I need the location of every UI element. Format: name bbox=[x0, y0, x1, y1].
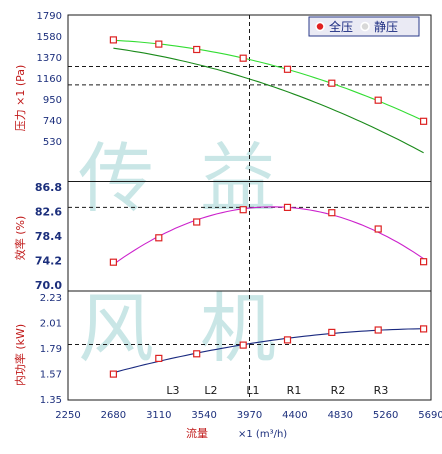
y-tick-label-power: 1.57 bbox=[40, 370, 62, 381]
x-tick-label: 5690 bbox=[418, 410, 442, 421]
data-point-efficiency bbox=[239, 206, 247, 214]
data-point-power bbox=[239, 341, 247, 349]
y-tick-label-power: 2.23 bbox=[40, 293, 62, 304]
data-point-power bbox=[374, 326, 382, 334]
y-tick-label-power: 1.35 bbox=[40, 395, 62, 406]
data-point-pressure bbox=[193, 45, 201, 54]
x-tick-label: 2680 bbox=[101, 410, 126, 421]
data-point-pressure bbox=[155, 40, 163, 48]
radio-selected-icon[interactable] bbox=[315, 21, 325, 32]
x-tick-label: 4400 bbox=[282, 410, 307, 421]
y-tick-label-pressure: 530 bbox=[43, 137, 62, 148]
zone-label-l3: L3 bbox=[166, 384, 179, 397]
legend-item-total-pressure[interactable]: 全压 bbox=[315, 19, 353, 34]
watermark-char-4: 机 bbox=[200, 284, 276, 373]
efficiency-axis-label: 效率 (%) bbox=[13, 216, 27, 261]
y-tick-label-pressure: 740 bbox=[43, 116, 62, 127]
data-point-efficiency bbox=[109, 258, 118, 266]
legend-label-static-pressure: 静压 bbox=[374, 20, 398, 34]
curve-efficiency-0 bbox=[113, 206, 424, 265]
zone-label-l2: L2 bbox=[204, 384, 217, 397]
data-point-power bbox=[420, 325, 428, 333]
y-tick-label-efficiency: 82.6 bbox=[35, 206, 62, 219]
pressure-axis-label: 压力 ×1 (Pa) bbox=[14, 65, 27, 132]
zone-label-r3: R3 bbox=[374, 384, 389, 397]
data-point-pressure bbox=[374, 96, 382, 104]
x-tick-label: 3540 bbox=[191, 410, 216, 421]
legend-item-static-pressure[interactable]: 静压 bbox=[360, 20, 398, 34]
y-tick-label-pressure: 950 bbox=[43, 95, 62, 106]
tick-labels: 1790 1580 1370 1160 950 740 530 86.8 82.6 78.4 74.… bbox=[35, 11, 442, 421]
x-tick-label: 3110 bbox=[146, 410, 171, 421]
data-point-power bbox=[283, 336, 292, 344]
data-point-efficiency bbox=[193, 218, 201, 226]
curve-power-0 bbox=[113, 328, 424, 374]
curve-pressure-1 bbox=[113, 47, 424, 154]
x-tick-label: 5260 bbox=[373, 410, 398, 421]
x-tick-label: 2250 bbox=[55, 410, 80, 421]
x-tick-label: 4830 bbox=[328, 410, 353, 421]
y-tick-label-pressure: 1790 bbox=[37, 11, 62, 22]
data-point-pressure bbox=[109, 36, 118, 44]
data-point-power bbox=[193, 350, 201, 358]
y-tick-label-efficiency: 74.2 bbox=[35, 255, 62, 268]
data-point-efficiency bbox=[420, 258, 428, 266]
data-point-pressure bbox=[420, 117, 428, 125]
x-tick-label: 3970 bbox=[237, 410, 262, 421]
markers bbox=[109, 36, 428, 378]
zone-label-r2: R2 bbox=[331, 384, 346, 397]
data-point-efficiency bbox=[328, 209, 336, 217]
data-point-efficiency bbox=[155, 234, 163, 242]
watermark-char-3: 风 bbox=[78, 284, 154, 373]
data-point-efficiency bbox=[374, 225, 382, 233]
curves bbox=[113, 39, 424, 374]
curve-pressure-0 bbox=[113, 39, 424, 122]
radio-unselected-icon[interactable] bbox=[360, 21, 370, 32]
y-tick-label-efficiency: 70.0 bbox=[35, 279, 62, 292]
data-point-pressure bbox=[283, 65, 292, 73]
y-tick-label-pressure: 1370 bbox=[37, 53, 62, 64]
watermark-char-1: 传 bbox=[78, 134, 154, 223]
y-tick-label-pressure: 1580 bbox=[37, 32, 62, 43]
data-point-pressure bbox=[328, 79, 336, 87]
y-tick-label-efficiency: 78.4 bbox=[35, 230, 62, 243]
data-point-power bbox=[155, 354, 163, 362]
y-tick-label-pressure: 1160 bbox=[37, 74, 62, 85]
power-axis-label: 内功率 (kW) bbox=[13, 324, 27, 386]
y-tick-label-efficiency: 86.8 bbox=[35, 181, 62, 194]
data-point-power bbox=[109, 370, 118, 378]
y-tick-label-power: 2.01 bbox=[40, 319, 62, 330]
legend-label-total-pressure: 全压 bbox=[329, 19, 353, 34]
data-point-pressure bbox=[239, 54, 247, 62]
data-point-efficiency bbox=[283, 203, 292, 211]
data-point-power bbox=[328, 328, 336, 336]
zone-label-r1: R1 bbox=[287, 384, 302, 397]
x-axis-label: 流量 bbox=[186, 426, 208, 440]
zone-label-l1: L1 bbox=[246, 384, 259, 397]
x-axis-unit: ×1 (m³/h) bbox=[238, 429, 287, 440]
watermark-layer: 传 益 风 机 bbox=[78, 134, 276, 373]
legend: 全压 静压 bbox=[308, 16, 420, 37]
watermark-char-2: 益 bbox=[200, 134, 276, 223]
y-tick-label-power: 1.79 bbox=[40, 344, 62, 355]
